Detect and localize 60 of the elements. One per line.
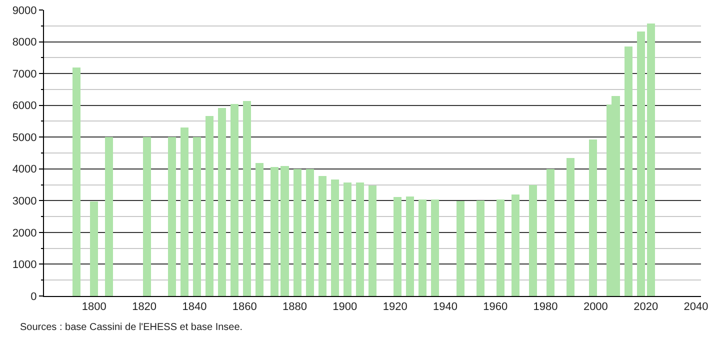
x-tick-label: 1800 xyxy=(82,301,106,314)
x-tick-label: 2040 xyxy=(684,301,708,314)
y-tick-label: 5000 xyxy=(12,132,37,144)
bar xyxy=(394,196,402,296)
bar xyxy=(168,137,176,296)
bar xyxy=(636,32,645,296)
bar xyxy=(270,166,279,296)
bar xyxy=(318,176,326,296)
bar xyxy=(306,168,314,296)
bar xyxy=(546,168,555,296)
bar xyxy=(243,100,252,296)
y-tick-label: 8000 xyxy=(12,36,37,49)
x-tick-label: 1820 xyxy=(132,301,157,314)
x-tick-label: 1880 xyxy=(282,301,307,314)
bar xyxy=(105,137,114,296)
bar xyxy=(72,68,81,296)
bar xyxy=(218,108,226,296)
y-tick-label: 9000 xyxy=(12,4,37,17)
x-tick-label: 2020 xyxy=(634,301,658,314)
bar xyxy=(90,201,98,296)
bar xyxy=(566,158,575,296)
x-tick-label: 1940 xyxy=(432,301,458,314)
bar xyxy=(293,168,302,296)
x-tick-label: 1980 xyxy=(533,301,558,314)
bar xyxy=(406,196,414,296)
bar xyxy=(456,200,464,296)
source-note: Sources : base Cassini de l'EHESS et base Insee. xyxy=(20,322,243,333)
y-tick-label: 2000 xyxy=(12,227,37,240)
x-tick-label: 1840 xyxy=(182,301,207,314)
bar xyxy=(476,200,484,296)
x-tick-label: 1900 xyxy=(332,301,358,314)
bar xyxy=(280,166,289,296)
x-tick-label: 2000 xyxy=(583,301,608,314)
y-tick-label: 7000 xyxy=(12,68,37,80)
bar xyxy=(142,137,151,296)
bar xyxy=(624,46,632,296)
y-tick-label: 6000 xyxy=(12,100,37,112)
bar xyxy=(528,185,537,296)
bar xyxy=(180,128,188,296)
bar xyxy=(431,199,440,296)
y-tick-label: 1000 xyxy=(12,259,37,272)
x-tick-label: 1960 xyxy=(483,301,508,314)
x-tick-label: 1920 xyxy=(382,301,408,314)
y-tick-label: 0 xyxy=(30,290,37,303)
bar xyxy=(511,194,520,296)
bar xyxy=(368,186,377,296)
bar xyxy=(230,104,239,296)
bar xyxy=(343,182,352,296)
bar xyxy=(205,116,214,296)
bar xyxy=(356,182,364,296)
bar xyxy=(418,199,427,296)
bar xyxy=(256,162,264,296)
bar xyxy=(646,24,655,296)
y-tick-label: 3000 xyxy=(12,196,37,208)
y-tick-label: 4000 xyxy=(12,164,37,176)
bar xyxy=(330,180,339,296)
bar xyxy=(496,199,504,296)
bar xyxy=(192,137,201,296)
x-tick-label: 1860 xyxy=(232,301,257,314)
bar xyxy=(589,140,598,296)
